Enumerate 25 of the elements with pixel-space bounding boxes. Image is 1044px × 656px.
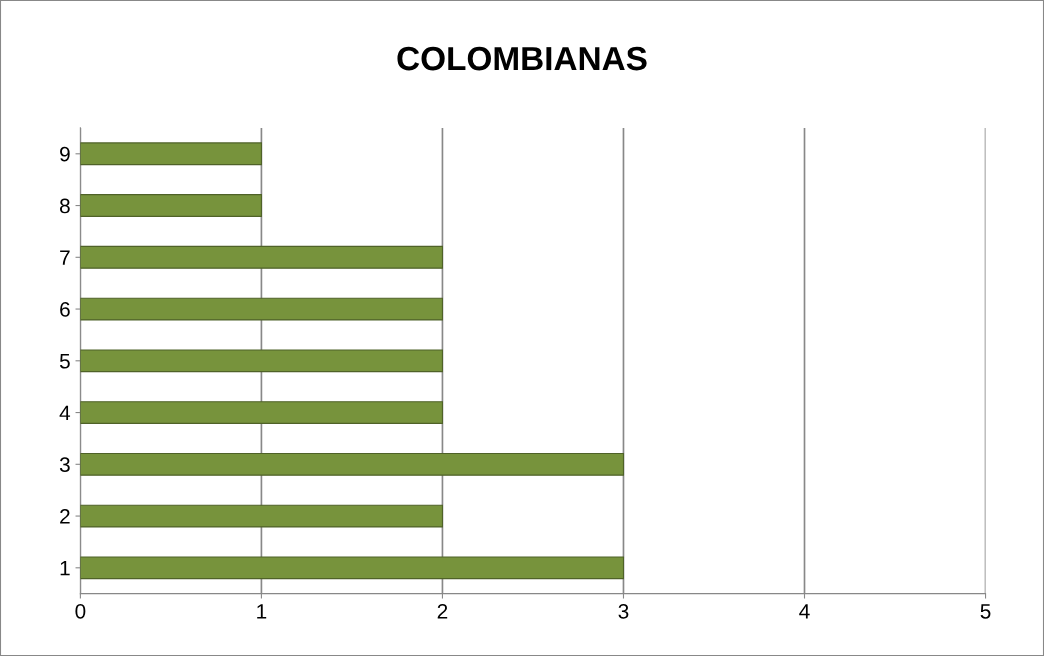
x-tick-label: 1 bbox=[257, 604, 267, 619]
x-tick-label: 0 bbox=[75, 603, 86, 619]
bar bbox=[80, 452, 625, 476]
x-tick-label: 2 bbox=[437, 603, 448, 619]
bar bbox=[80, 245, 444, 269]
bar bbox=[80, 401, 444, 424]
y-tick-label: 8 bbox=[59, 198, 70, 214]
bar bbox=[80, 349, 444, 373]
y-tick-label: 1 bbox=[60, 561, 70, 576]
x-tick-label: 5 bbox=[980, 604, 991, 619]
y-tick-label: 4 bbox=[59, 405, 71, 421]
bar bbox=[80, 297, 444, 321]
y-tick-label: 3 bbox=[59, 457, 70, 473]
bar bbox=[80, 142, 262, 166]
bar bbox=[80, 194, 262, 217]
x-tick-label: 4 bbox=[799, 604, 810, 619]
chart-title: COLOMBIANAS bbox=[397, 46, 647, 71]
y-tick-label: 6 bbox=[60, 302, 70, 317]
y-tick-label: 5 bbox=[59, 354, 70, 369]
x-tick-label: 3 bbox=[618, 603, 629, 619]
bar bbox=[80, 504, 444, 528]
y-tick-label: 7 bbox=[60, 250, 70, 265]
y-tick-label: 9 bbox=[60, 146, 70, 162]
bar bbox=[80, 556, 625, 580]
y-tick-label: 2 bbox=[60, 509, 70, 524]
